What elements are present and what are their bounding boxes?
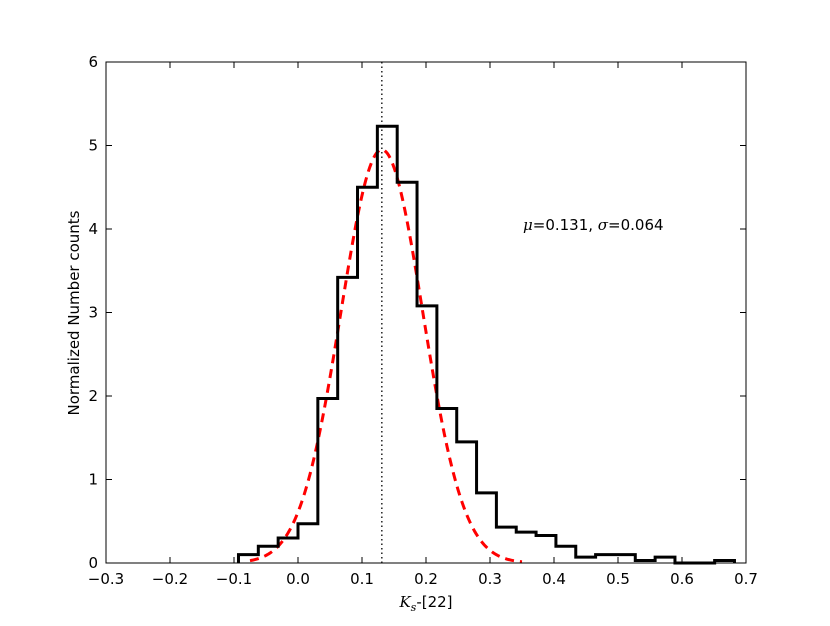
plot-background [106,62,746,563]
x-tick-label: 0.6 [670,570,694,588]
histogram-outline [236,124,736,565]
x-tick-label: −0.3 [88,570,124,588]
gaussian-fit-layer [249,148,523,564]
fit-annotation: μ=0.131, σ=0.064 [523,216,664,234]
y-tick-label: 6 [88,53,98,71]
x-tick-label: 0.5 [606,570,630,588]
x-tick-label: 0.0 [286,570,310,588]
y-tick-label: 5 [88,137,98,155]
y-tick-label: 2 [88,387,98,405]
x-tick-label: 0.1 [350,570,374,588]
x-axis-label: Ks-[22] [398,593,452,614]
y-tick-label: 1 [88,471,98,489]
histogram-layer [236,124,736,565]
x-tick-label: −0.1 [216,570,252,588]
x-tick-label: 0.2 [414,570,438,588]
x-tick-label: 0.4 [542,570,566,588]
plot-area [106,62,746,563]
x-tick-label: −0.2 [152,570,188,588]
y-tick-label: 0 [88,554,98,572]
ticks-layer: −0.3 −0.2 −0.1 0.0 0.1 0.2 0.3 0.4 0.5 0.6 0.7 0 1 2 3… [88,53,758,588]
x-tick-label: 0.7 [734,570,758,588]
y-tick-label: 3 [88,304,98,322]
gaussian-fit-curve [249,148,523,564]
x-tick-label: 0.3 [478,570,502,588]
y-tick-label: 4 [88,220,98,238]
y-axis-label: Normalized Number counts [65,210,83,415]
